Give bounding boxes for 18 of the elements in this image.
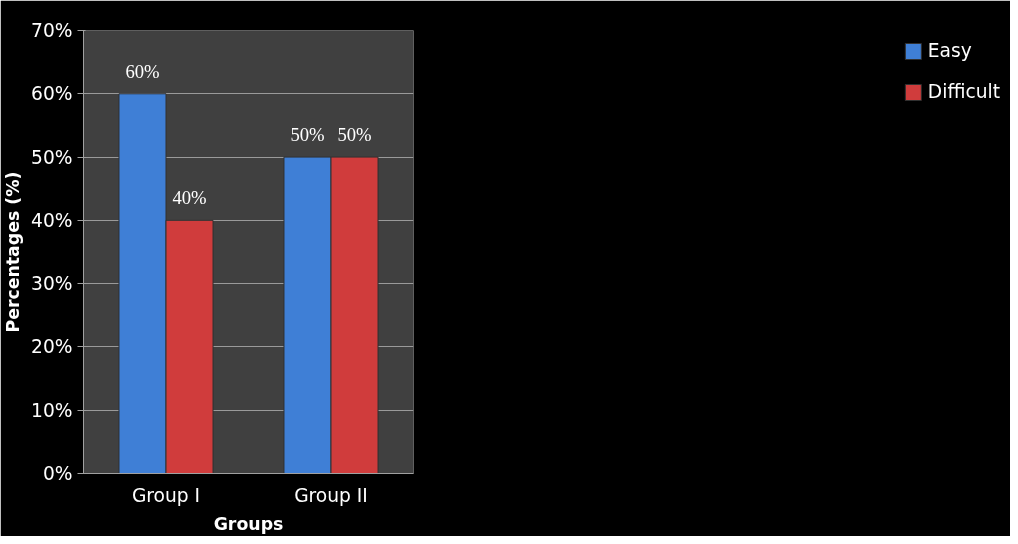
y-tick-label: 70% bbox=[31, 20, 73, 41]
legend-label: Difficult bbox=[927, 81, 1000, 102]
x-axis-title: Groups bbox=[213, 513, 284, 534]
data-label: 40% bbox=[172, 187, 207, 209]
data-label: 60% bbox=[125, 60, 160, 82]
y-tick-label: 20% bbox=[31, 336, 73, 358]
y-tick-label: 40% bbox=[31, 209, 73, 231]
x-tick-label: Group II bbox=[294, 484, 368, 506]
data-label: 50% bbox=[337, 124, 372, 146]
y-axis-title: Percentages (%) bbox=[3, 171, 24, 333]
y-tick-label: 0% bbox=[42, 463, 73, 484]
y-tick-label: 10% bbox=[31, 399, 73, 421]
x-tick-label: Group I bbox=[131, 484, 201, 506]
y-tick-label: 60% bbox=[31, 83, 73, 105]
y-tick-label: 30% bbox=[31, 273, 73, 295]
y-tick-label: 50% bbox=[31, 146, 73, 168]
data-label: 50% bbox=[290, 124, 325, 146]
legend-label: Easy bbox=[927, 40, 972, 61]
